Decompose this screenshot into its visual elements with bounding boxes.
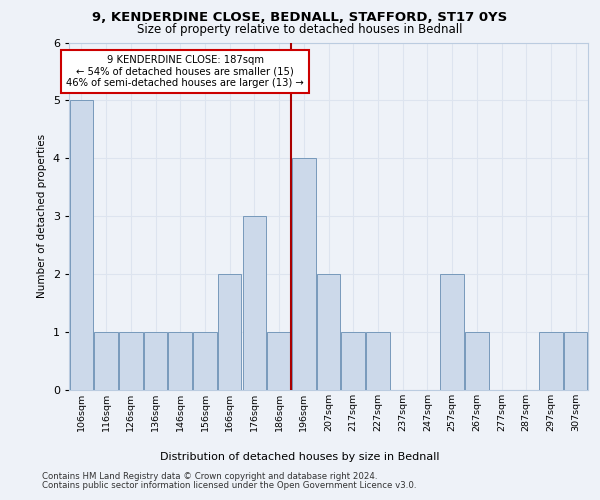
Bar bbox=[317, 274, 340, 390]
Bar bbox=[564, 332, 587, 390]
Bar bbox=[539, 332, 563, 390]
Bar bbox=[169, 332, 192, 390]
Bar bbox=[440, 274, 464, 390]
Bar bbox=[242, 216, 266, 390]
Bar bbox=[94, 332, 118, 390]
Text: Contains HM Land Registry data © Crown copyright and database right 2024.: Contains HM Land Registry data © Crown c… bbox=[42, 472, 377, 481]
Bar bbox=[119, 332, 143, 390]
Bar bbox=[292, 158, 316, 390]
Bar bbox=[193, 332, 217, 390]
Bar bbox=[341, 332, 365, 390]
Text: 9 KENDERDINE CLOSE: 187sqm
← 54% of detached houses are smaller (15)
46% of semi: 9 KENDERDINE CLOSE: 187sqm ← 54% of deta… bbox=[66, 55, 304, 88]
Bar bbox=[218, 274, 241, 390]
Text: Size of property relative to detached houses in Bednall: Size of property relative to detached ho… bbox=[137, 22, 463, 36]
Y-axis label: Number of detached properties: Number of detached properties bbox=[37, 134, 47, 298]
Text: Distribution of detached houses by size in Bednall: Distribution of detached houses by size … bbox=[160, 452, 440, 462]
Bar bbox=[70, 100, 93, 390]
Bar bbox=[465, 332, 488, 390]
Bar bbox=[268, 332, 291, 390]
Text: 9, KENDERDINE CLOSE, BEDNALL, STAFFORD, ST17 0YS: 9, KENDERDINE CLOSE, BEDNALL, STAFFORD, … bbox=[92, 11, 508, 24]
Bar bbox=[366, 332, 389, 390]
Bar bbox=[144, 332, 167, 390]
Text: Contains public sector information licensed under the Open Government Licence v3: Contains public sector information licen… bbox=[42, 481, 416, 490]
